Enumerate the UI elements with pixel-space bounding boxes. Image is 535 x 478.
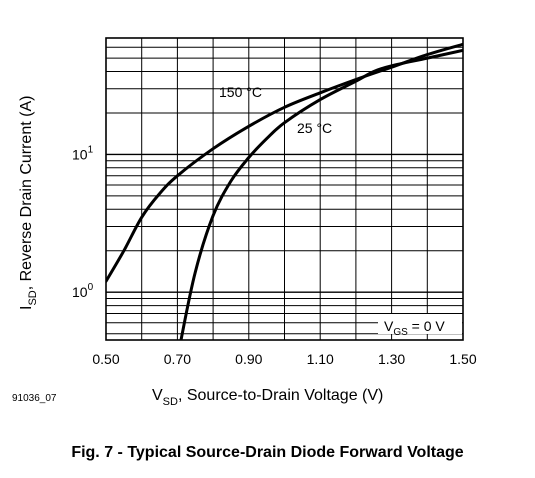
grid [106,38,463,340]
series-line-25c [179,48,463,340]
x-axis-label: VSD, Source-to-Drain Voltage (V) [152,387,383,408]
y-tick-label: 101 [72,144,94,162]
vgs-annotation: VGS = 0 V [384,318,445,338]
x-tick-label: 0.70 [164,351,191,367]
x-tick-label: 0.90 [235,351,262,367]
series-label-25c: 25 °C [297,120,332,136]
curves [106,42,463,340]
y-axis-label: ISD, Reverse Drain Current (A) [18,96,39,310]
annotation-background [378,314,462,334]
plot-frame [105,37,464,341]
x-tick-label: 1.30 [378,351,405,367]
tick-labels: 0.50 0.70 0.90 1.10 1.30 1.50 100 101 [72,144,477,367]
figure-caption: Fig. 7 - Typical Source-Drain Diode Forw… [71,444,464,461]
y-tick-label: 100 [72,282,94,300]
x-tick-label: 0.50 [92,351,119,367]
x-tick-label: 1.10 [307,351,334,367]
figure-id: 91036_07 [12,393,57,404]
series-label-150c: 150 °C [219,84,262,100]
x-tick-label: 1.50 [449,351,476,367]
